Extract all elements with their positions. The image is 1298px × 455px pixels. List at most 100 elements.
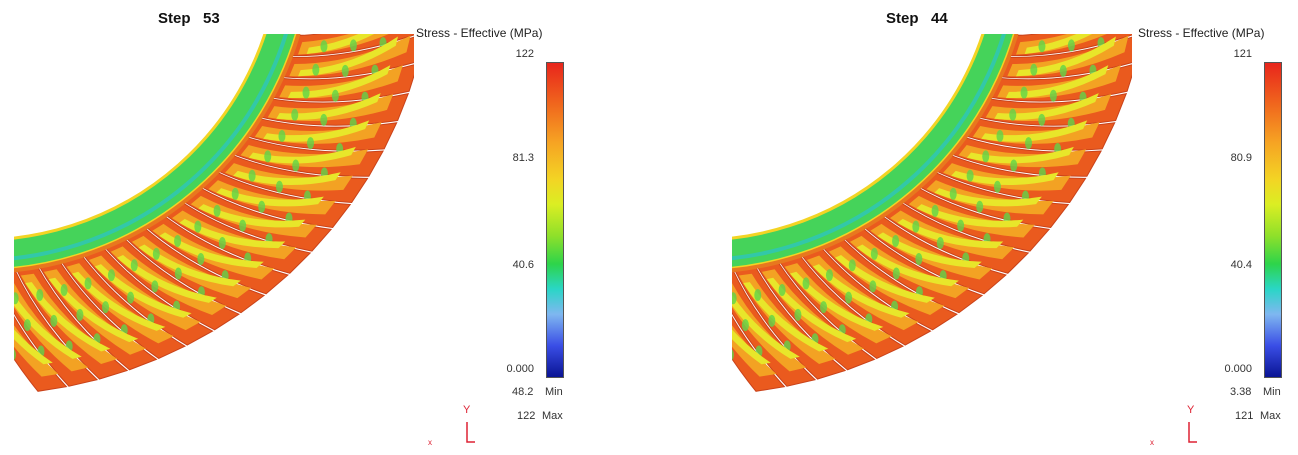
tooth-core bbox=[916, 204, 1024, 228]
legend-title: Stress - Effective (MPa) bbox=[1138, 26, 1265, 40]
tooth-band bbox=[311, 0, 421, 10]
tooth-core bbox=[314, 0, 408, 31]
stress-spot bbox=[794, 308, 802, 321]
tooth-core bbox=[1016, 36, 1116, 77]
panel-step-44: Step 44 Stress - Effective (MPa) 121 80.… bbox=[718, 0, 1298, 455]
stress-spot bbox=[356, 13, 363, 25]
stress-spot bbox=[312, 63, 320, 76]
stress-spot bbox=[84, 277, 92, 290]
gear-section bbox=[14, 0, 435, 392]
tooth-band bbox=[732, 325, 777, 377]
ring-inner-line bbox=[14, 34, 288, 261]
stress-spot bbox=[957, 219, 965, 232]
stress-spot bbox=[732, 349, 734, 361]
stress-spot bbox=[1049, 89, 1057, 102]
tooth-band bbox=[208, 180, 336, 215]
legend-title: Stress - Effective (MPa) bbox=[416, 26, 543, 40]
stress-spot bbox=[949, 187, 957, 200]
stress-spot bbox=[320, 40, 328, 53]
tick-min: 0.000 bbox=[1224, 363, 1252, 375]
tooth-band bbox=[305, 0, 419, 32]
tooth-core bbox=[981, 120, 1088, 142]
max-value: 122 bbox=[517, 410, 536, 422]
stress-spot bbox=[915, 253, 923, 266]
step-title: Step 44 bbox=[886, 10, 948, 27]
tooth-core bbox=[743, 282, 829, 352]
stress-colorbar bbox=[1264, 62, 1282, 378]
stress-spot bbox=[76, 308, 84, 321]
stress-spot bbox=[151, 280, 159, 293]
stress-spot bbox=[1030, 63, 1038, 76]
panel-step-53: Step 53 Stress - Effective (MPa) 122 81.… bbox=[0, 0, 640, 455]
min-label: Min bbox=[1263, 386, 1281, 398]
tooth-core bbox=[94, 264, 192, 318]
stress-spot bbox=[291, 108, 299, 121]
stress-spot bbox=[231, 187, 239, 200]
tooth-core bbox=[159, 232, 264, 268]
gear-tooth bbox=[1013, 34, 1022, 35]
stress-spot bbox=[292, 159, 300, 172]
stress-spot bbox=[23, 319, 31, 332]
gear-tooth bbox=[295, 34, 304, 35]
tooth-core bbox=[897, 218, 1004, 249]
stress-spot bbox=[275, 180, 283, 193]
stress-spot bbox=[1045, 16, 1052, 28]
stress-spot bbox=[976, 200, 984, 213]
stress-spot bbox=[993, 180, 1001, 193]
tooth-band bbox=[997, 65, 1121, 99]
stress-spot bbox=[802, 277, 810, 290]
tooth-core bbox=[834, 255, 935, 303]
tooth-band bbox=[1029, 0, 1139, 10]
stress-spot bbox=[778, 284, 786, 297]
gear-stress-plot bbox=[14, 0, 435, 392]
tooth-core bbox=[116, 255, 217, 303]
gear-tooth bbox=[302, 0, 435, 12]
tooth-core bbox=[276, 93, 381, 120]
axis-x-label: x bbox=[428, 438, 432, 447]
stress-spot bbox=[936, 237, 944, 250]
axis-y-label: Y bbox=[463, 404, 471, 416]
stress-spot bbox=[386, 9, 393, 21]
tooth-core bbox=[789, 271, 884, 331]
tooth-core bbox=[1005, 65, 1109, 99]
tooth-core bbox=[216, 188, 324, 207]
stress-spot bbox=[248, 169, 256, 182]
tooth-band bbox=[279, 65, 403, 99]
stress-spot bbox=[825, 269, 833, 282]
gear-ring bbox=[14, 34, 298, 270]
stress-spot bbox=[341, 64, 349, 77]
tooth-core bbox=[71, 271, 166, 331]
tick-max: 121 bbox=[1233, 48, 1252, 60]
stress-spot bbox=[107, 269, 115, 282]
step-title: Step 53 bbox=[158, 10, 220, 27]
tooth-core bbox=[198, 204, 306, 228]
tooth-core bbox=[287, 65, 391, 99]
max-label: Max bbox=[542, 410, 563, 422]
stress-spot bbox=[870, 247, 878, 260]
stress-spot bbox=[197, 253, 205, 266]
tooth-core bbox=[994, 93, 1099, 120]
stress-spot bbox=[327, 16, 334, 28]
tooth-core bbox=[812, 264, 910, 318]
stress-spot bbox=[820, 301, 828, 314]
stress-spot bbox=[50, 314, 58, 327]
stress-spot bbox=[982, 150, 990, 163]
stress-spot bbox=[754, 289, 762, 302]
stress-spot bbox=[1050, 0, 1057, 4]
stress-spot bbox=[36, 289, 44, 302]
stress-spot bbox=[912, 220, 920, 233]
stress-spot bbox=[320, 113, 328, 126]
stress-spot bbox=[845, 291, 853, 304]
gear-tooth bbox=[1020, 0, 1153, 12]
ring-outer-line bbox=[14, 34, 301, 273]
tooth-core bbox=[48, 277, 139, 343]
tick-min: 0.000 bbox=[506, 363, 534, 375]
axis-x-label: x bbox=[1150, 438, 1154, 447]
tooth-core bbox=[319, 0, 409, 8]
stress-spot bbox=[931, 204, 939, 217]
tooth-core bbox=[263, 120, 370, 142]
stress-spot bbox=[996, 130, 1004, 143]
stress-spot bbox=[718, 321, 722, 333]
stress-spot bbox=[1025, 137, 1033, 150]
stress-spot bbox=[174, 267, 182, 280]
